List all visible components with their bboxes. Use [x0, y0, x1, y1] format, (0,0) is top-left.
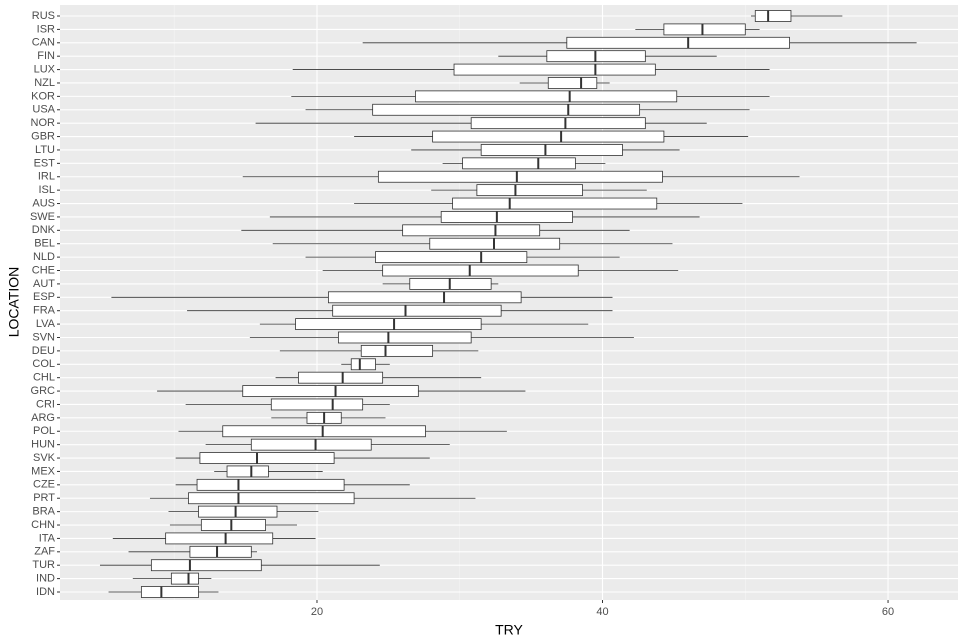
y-tick-label: SVK	[33, 452, 56, 464]
y-tick-label: GBR	[31, 130, 55, 142]
y-tick-label: RUS	[32, 10, 55, 22]
y-tick-label: PRT	[33, 492, 55, 504]
y-tick-label: EST	[34, 157, 56, 169]
y-tick-label: CRI	[36, 398, 55, 410]
marks	[99, 10, 917, 598]
y-tick-label: NLD	[33, 251, 55, 263]
box	[350, 358, 376, 371]
y-tick-label: AUS	[32, 197, 55, 209]
y-tick-label: SVN	[32, 331, 55, 343]
box	[372, 103, 641, 116]
box	[337, 331, 472, 344]
box	[375, 251, 528, 264]
box	[150, 559, 262, 572]
box	[382, 264, 579, 277]
box	[332, 304, 502, 317]
y-tick-label: TUR	[32, 559, 55, 571]
y-tick-label: CAN	[32, 37, 55, 49]
x-axis-title: TRY	[495, 622, 523, 638]
box	[295, 318, 482, 330]
y-tick-label: BRA	[32, 506, 55, 518]
y-tick-label: NOR	[31, 117, 56, 129]
box	[170, 572, 199, 585]
y-tick-label: ISL	[38, 184, 55, 196]
box	[200, 519, 266, 531]
y-tick-label: ZAF	[34, 546, 55, 558]
box	[226, 465, 269, 478]
box	[476, 184, 583, 197]
y-tick-label: ITA	[39, 532, 56, 544]
box	[547, 77, 598, 89]
box	[250, 438, 372, 451]
y-tick-label: ARG	[31, 412, 55, 424]
box	[188, 492, 355, 505]
y-tick-label: CHE	[32, 264, 55, 276]
y-tick-label: USA	[32, 104, 55, 116]
y-tick-label: ESP	[33, 291, 55, 303]
box	[140, 586, 199, 598]
y-tick-label: NZL	[34, 77, 55, 89]
y-tick-label: COL	[32, 358, 55, 370]
box	[415, 90, 678, 103]
box	[270, 398, 364, 411]
y-tick-label: ISR	[37, 23, 55, 35]
y-axis-title: LOCATION	[6, 267, 22, 338]
box	[199, 452, 335, 464]
box	[663, 23, 746, 36]
y-tick-label: CZE	[33, 479, 55, 491]
y-tick-label: LUX	[34, 63, 56, 75]
y-tick-label: CHL	[33, 372, 55, 384]
y-tick-label: IRL	[38, 171, 55, 183]
y-tick-label: SWE	[30, 211, 55, 223]
box	[470, 117, 646, 130]
box	[453, 63, 656, 76]
box	[480, 144, 623, 156]
x-tick-label: 60	[882, 606, 894, 618]
y-tick-label: LTU	[35, 144, 55, 156]
y-tick-label: IND	[36, 573, 55, 585]
y-tick-label: FRA	[33, 305, 56, 317]
y-tick-label: CHN	[31, 519, 55, 531]
x-tick-label: 20	[311, 606, 323, 618]
y-tick-label: GRC	[31, 385, 56, 397]
y-tick-label: AUT	[33, 278, 55, 290]
box	[402, 224, 541, 237]
box	[196, 478, 345, 491]
box	[165, 532, 274, 545]
y-tick-label: HUN	[31, 439, 55, 451]
y-tick-label: LVA	[36, 318, 56, 330]
box	[198, 505, 278, 518]
y-tick-label: FIN	[37, 50, 55, 62]
box	[754, 10, 792, 22]
box	[566, 36, 790, 49]
y-tick-label: DNK	[32, 224, 56, 236]
box	[222, 425, 426, 438]
box	[432, 130, 665, 143]
y-tick-label: IDN	[36, 586, 55, 598]
box	[452, 197, 658, 210]
y-tick-label: POL	[33, 425, 55, 437]
y-tick-label: DEU	[32, 345, 55, 357]
box	[298, 371, 384, 384]
y-tick-label: BEL	[34, 238, 55, 250]
box	[242, 385, 419, 397]
box	[462, 157, 576, 170]
box	[377, 170, 663, 183]
y-tick-label: KOR	[31, 90, 55, 102]
box	[440, 211, 573, 223]
box	[328, 291, 522, 304]
box	[189, 545, 252, 558]
x-tick-label: 40	[596, 606, 608, 618]
box	[360, 344, 434, 357]
y-tick-label: MEX	[31, 465, 56, 477]
